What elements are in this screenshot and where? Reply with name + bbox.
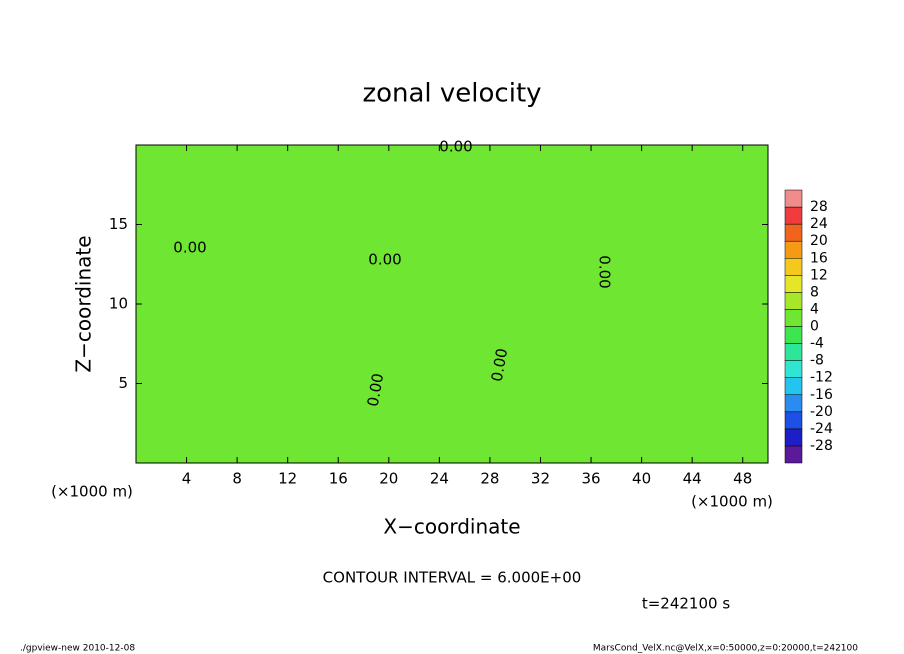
footer-left: ./gpview-new 2010-12-08 [20, 644, 135, 654]
contour-label: 0.00 [173, 239, 206, 257]
x-tick-label: 4 [182, 470, 192, 488]
background [136, 145, 768, 463]
field [136, 145, 768, 463]
colorbar-box [784, 292, 803, 310]
colorbar-label: -24 [810, 421, 833, 437]
colorbar-label: 20 [810, 233, 828, 249]
colorbar-label: 0 [810, 319, 819, 335]
colorbar-label: 4 [810, 301, 819, 317]
contour-interval: CONTOUR INTERVAL = 6.000E+00 [323, 569, 582, 587]
x-unit: (×1000 m) [691, 493, 773, 511]
colorbar-box [784, 445, 803, 464]
contour-label: 0.00 [596, 255, 614, 288]
colorbar-label: 28 [810, 199, 828, 215]
chart-title: zonal velocity [362, 79, 541, 109]
contour-label: 0.00 [368, 251, 401, 269]
x-tick-label: 32 [531, 470, 550, 488]
x-tick-label: 44 [683, 470, 702, 488]
x-tick-label: 16 [329, 470, 348, 488]
x-tick-label: 12 [278, 470, 297, 488]
contour-label: 0.00 [364, 372, 388, 408]
colorbar-box [784, 309, 803, 327]
colorbar-box [784, 189, 803, 208]
x-tick-label: 40 [632, 470, 651, 488]
y-tick-label: 5 [118, 374, 128, 392]
colorbar-box [784, 394, 803, 413]
colorbar-box [784, 223, 803, 242]
footer-right: MarsCond_VelX.nc@VelX,x=0:50000,z=0:2000… [593, 644, 858, 654]
colorbar-label: -16 [810, 387, 833, 403]
x-tick-label: 20 [379, 470, 398, 488]
colorbar-label: -4 [810, 336, 824, 352]
x-tick-label: 24 [430, 470, 449, 488]
colorbar-box [784, 411, 803, 430]
x-tick-label: 36 [581, 470, 600, 488]
y-label: Z−coordinate [72, 235, 96, 372]
colorbar-box [784, 240, 803, 259]
x-tick-label: 8 [232, 470, 242, 488]
time: t=242100 s [642, 595, 730, 613]
colorbar-box [784, 258, 803, 276]
colorbar-label: -28 [810, 438, 833, 454]
colorbar-label: 24 [810, 216, 828, 232]
colorbar-label: -12 [810, 370, 833, 386]
colorbar-box [784, 360, 803, 378]
x-tick-label: 48 [733, 470, 752, 488]
contour-label: 0.00 [439, 138, 472, 156]
colorbar-box [784, 343, 803, 361]
y-tick-label: 10 [109, 295, 128, 313]
x-label: X−coordinate [383, 515, 520, 539]
contour-label: 0.00 [488, 347, 512, 383]
x-tick-label: 28 [480, 470, 499, 488]
colorbar-box [784, 326, 803, 344]
colorbar-label: 16 [810, 250, 828, 266]
colorbar-box [784, 275, 803, 293]
colorbar-label: -20 [810, 404, 833, 420]
colorbar-box [784, 377, 803, 395]
colorbar-box [784, 428, 803, 447]
y-unit: (×1000 m) [51, 483, 133, 501]
colorbar-label: 8 [810, 284, 819, 300]
colorbar-box [784, 206, 803, 225]
colorbar-label: 12 [810, 267, 828, 283]
colorbar-label: -8 [810, 353, 824, 369]
y-tick-label: 15 [109, 215, 128, 233]
